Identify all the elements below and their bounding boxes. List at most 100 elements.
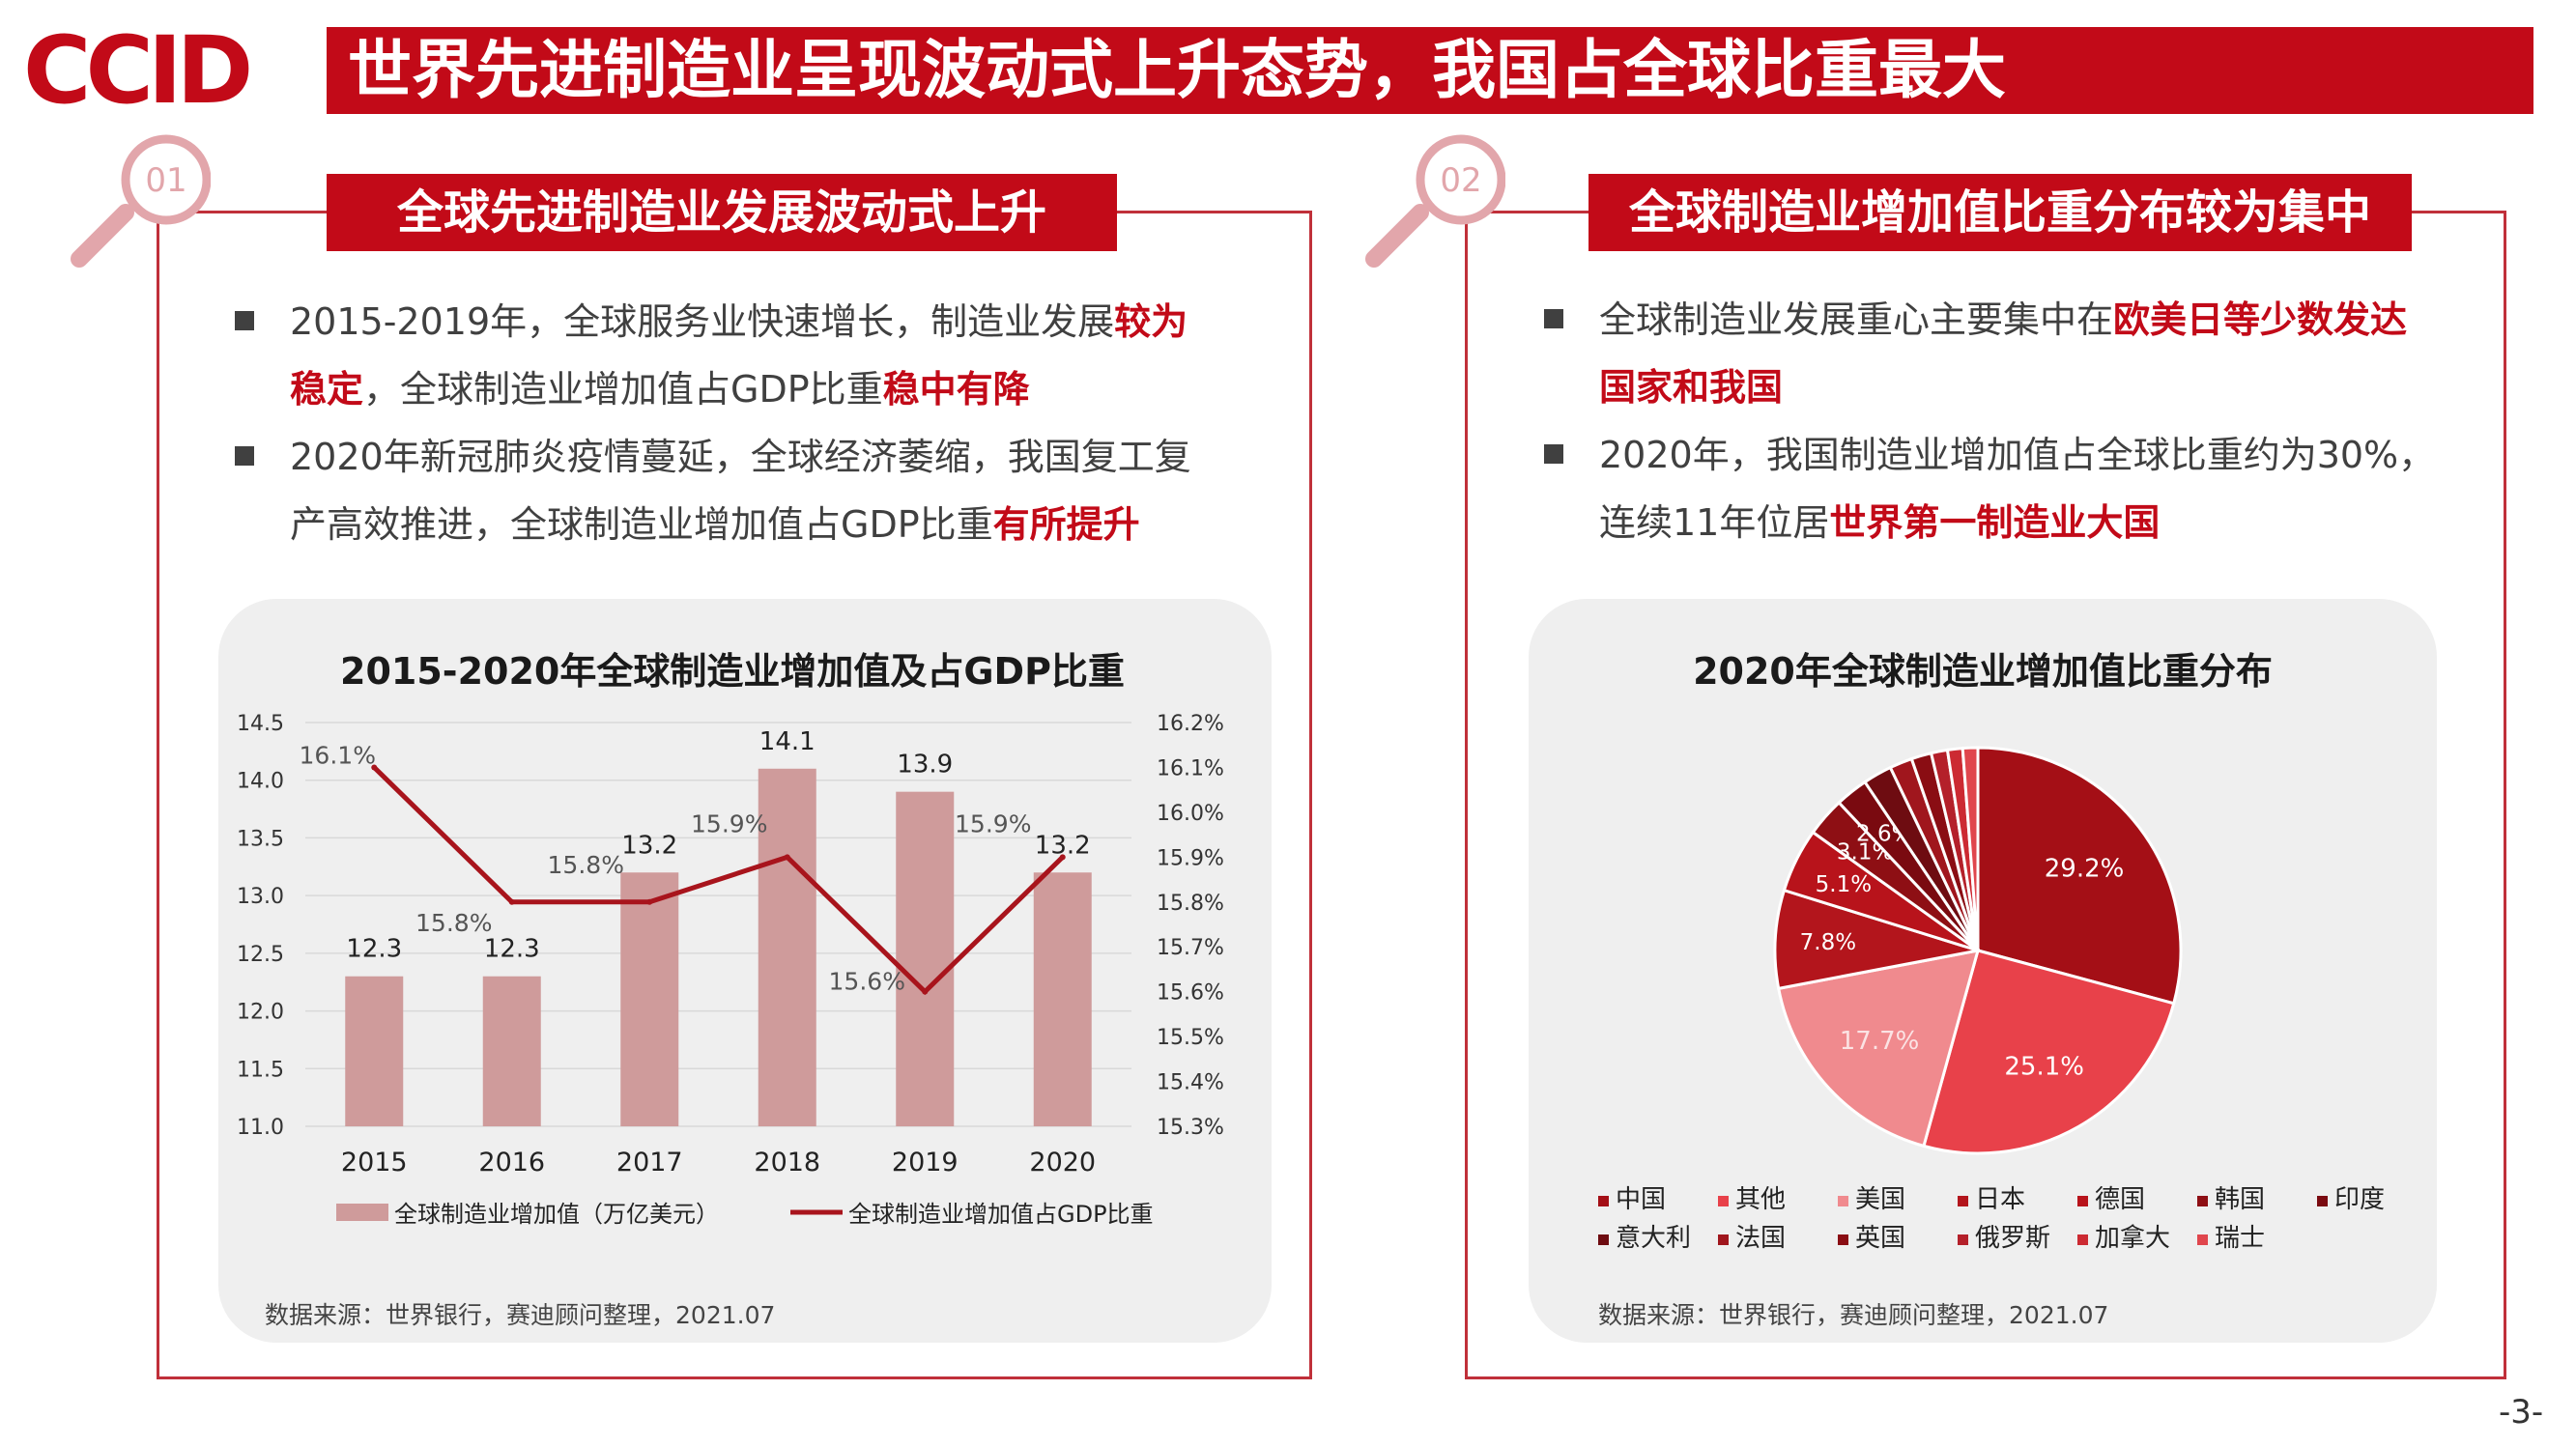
y-left-tick-label: 11.0 <box>237 1116 284 1140</box>
combo-chart: 11.0 11.5 12.0 12.5 13.0 13.5 14.0 14.5 15.3% 15.… <box>237 712 1224 1228</box>
pie-slice <box>1773 888 1979 991</box>
bar <box>1033 872 1092 1126</box>
line-value-label: 15.6% <box>829 968 905 996</box>
bar-value-label: 13.2 <box>621 831 677 860</box>
page-number: -3- <box>2499 1393 2544 1432</box>
pie-slice <box>1961 746 1980 951</box>
line-value-label: 16.1% <box>300 741 376 769</box>
badge-number: 01 <box>145 161 186 200</box>
right-panel-title-bar: 全球制造业增加值比重分布较为集中 <box>1589 174 2412 251</box>
legend-label: 英国 <box>1855 1224 1905 1253</box>
line-point <box>922 988 929 995</box>
x-tick-label: 2019 <box>892 1148 959 1177</box>
legend-label: 瑞士 <box>2215 1224 2265 1253</box>
x-tick-label: 2015 <box>341 1148 408 1177</box>
bullet-text: 2020年，我国制造业增加值占全球比重约为30%， 连续11年位居世界第一制造业… <box>1599 421 2469 556</box>
pie-slice <box>1776 949 1981 1149</box>
line-point <box>508 898 515 905</box>
y-right-tick-label: 15.7% <box>1157 936 1224 960</box>
y-right-tick-label: 16.1% <box>1157 756 1224 780</box>
legend-bar-label: 全球制造业增加值（万亿美元） <box>394 1201 719 1228</box>
ccid-logo: CCID <box>23 17 255 124</box>
right-panel-title: 全球制造业增加值比重分布较为集中 <box>1628 185 2371 240</box>
line-point <box>784 854 790 861</box>
legend-label: 加拿大 <box>2095 1224 2170 1253</box>
x-tick-label: 2018 <box>754 1148 820 1177</box>
y-left-tick-label: 13.5 <box>237 827 284 851</box>
line-value-label: 15.9% <box>691 809 767 837</box>
x-tick-label: 2016 <box>478 1148 545 1177</box>
legend-label: 德国 <box>2095 1185 2145 1214</box>
legend-label: 韩国 <box>2215 1185 2265 1214</box>
pie-chart: 29.2%25.1%17.7%7.8%5.1%3.1%2.6%中国 其他 美国 日本德… <box>1598 746 2385 1253</box>
bullet-line: 2020年，我国制造业增加值占全球比重约为30%， <box>1599 434 2436 476</box>
series-line <box>372 765 1065 996</box>
legend-swatch <box>1598 1234 1609 1245</box>
x-tick-label: 2020 <box>1029 1148 1096 1177</box>
legend-swatch <box>1718 1234 1729 1245</box>
header-bar <box>327 27 2533 114</box>
legend-label: 法国 <box>1735 1224 1786 1253</box>
pie-slice <box>1976 746 2183 1006</box>
bullet-text: 2020年新冠肺炎疫情蔓延，全球经济萎缩，我国复工复 产高效推进，全球制造业增加… <box>290 423 1266 558</box>
left-panel-title-bar: 全球先进制造业发展波动式上升 <box>327 174 1117 251</box>
bar <box>620 872 679 1126</box>
legend-swatch <box>1958 1234 1968 1245</box>
bullet-line: 连续11年位居 <box>1599 501 1830 544</box>
magnifier-icon: 02 <box>1365 134 1505 268</box>
bullet-line: 2015-2019年，全球服务业快速增长，制造业发展 <box>290 300 1115 343</box>
y-right-tick-label: 15.8% <box>1157 892 1224 916</box>
bar-value-label: 12.3 <box>346 935 402 964</box>
bar <box>758 768 816 1126</box>
bar-value-label: 13.9 <box>897 751 953 780</box>
y-left-tick-label: 12.0 <box>237 1001 284 1025</box>
legend-swatch <box>1598 1196 1609 1206</box>
y-right-tick-label: 15.6% <box>1157 981 1224 1006</box>
pie-value-label: 25.1% <box>2004 1052 2084 1081</box>
legend-swatch <box>1958 1196 1968 1206</box>
left-source: 数据来源：世界银行，赛迪顾问整理，2021.07 <box>265 1301 776 1329</box>
page-title: 世界先进制造业呈现波动式上升态势，我国占全球比重最大 <box>348 33 2006 107</box>
bullet-line: ，全球制造业增加值占GDP比重 <box>363 368 883 411</box>
y-left-tick-label: 14.0 <box>237 770 284 794</box>
legend-swatch <box>2197 1196 2208 1206</box>
y-right-tick-label: 15.9% <box>1157 846 1224 870</box>
bullet-emphasis: 欧美日等少数发达 <box>2113 298 2408 341</box>
left-panel-title: 全球先进制造业发展波动式上升 <box>396 185 1046 240</box>
bullet-emphasis: 世界第一制造业大国 <box>1829 501 2161 544</box>
pie-value-label: 17.7% <box>1840 1027 1920 1056</box>
legend-swatch <box>1838 1234 1848 1245</box>
bar <box>896 791 955 1126</box>
bar-value-label: 14.1 <box>759 727 816 756</box>
bullet-emphasis: 国家和我国 <box>1599 366 1784 409</box>
legend-label: 俄罗斯 <box>1975 1224 2050 1253</box>
legend-line-label: 全球制造业增加值占GDP比重 <box>848 1201 1154 1228</box>
y-right-tick-label: 16.0% <box>1157 802 1224 826</box>
bullet-marker <box>235 311 254 330</box>
y-left-tick-label: 13.0 <box>237 885 284 909</box>
legend-label: 印度 <box>2334 1185 2385 1214</box>
combo-chart-title: 2015-2020年全球制造业增加值及占GDP比重 <box>340 650 1125 693</box>
bullet-text: 全球制造业发展重心主要集中在欧美日等少数发达 国家和我国 <box>1599 286 2469 421</box>
bar <box>345 976 404 1126</box>
pie-chart-title: 2020年全球制造业增加值比重分布 <box>1693 650 2273 693</box>
legend-swatch <box>2197 1234 2208 1245</box>
bullet-emphasis: 稳中有降 <box>882 368 1030 411</box>
pie-value-label: 5.1% <box>1816 872 1872 897</box>
legend-swatch <box>2077 1196 2088 1206</box>
bar <box>482 976 541 1126</box>
line-point <box>371 764 378 771</box>
y-left-tick-label: 11.5 <box>237 1058 284 1082</box>
line-value-label: 15.9% <box>955 809 1031 837</box>
bullet-marker <box>235 446 254 466</box>
y-left-tick-label: 12.5 <box>237 943 284 967</box>
bullet-marker <box>1544 444 1563 464</box>
bullet-emphasis: 较为 <box>1114 300 1188 343</box>
bullet-line: 2020年新冠肺炎疫情蔓延，全球经济萎缩，我国复工复 <box>290 436 1191 478</box>
legend-swatch <box>1718 1196 1729 1206</box>
bullet-emphasis: 有所提升 <box>992 503 1140 546</box>
pie-value-label: 7.8% <box>1800 930 1856 955</box>
legend-label: 其他 <box>1735 1185 1786 1214</box>
legend-label: 日本 <box>1975 1185 2025 1214</box>
legend-swatch <box>2077 1234 2088 1245</box>
